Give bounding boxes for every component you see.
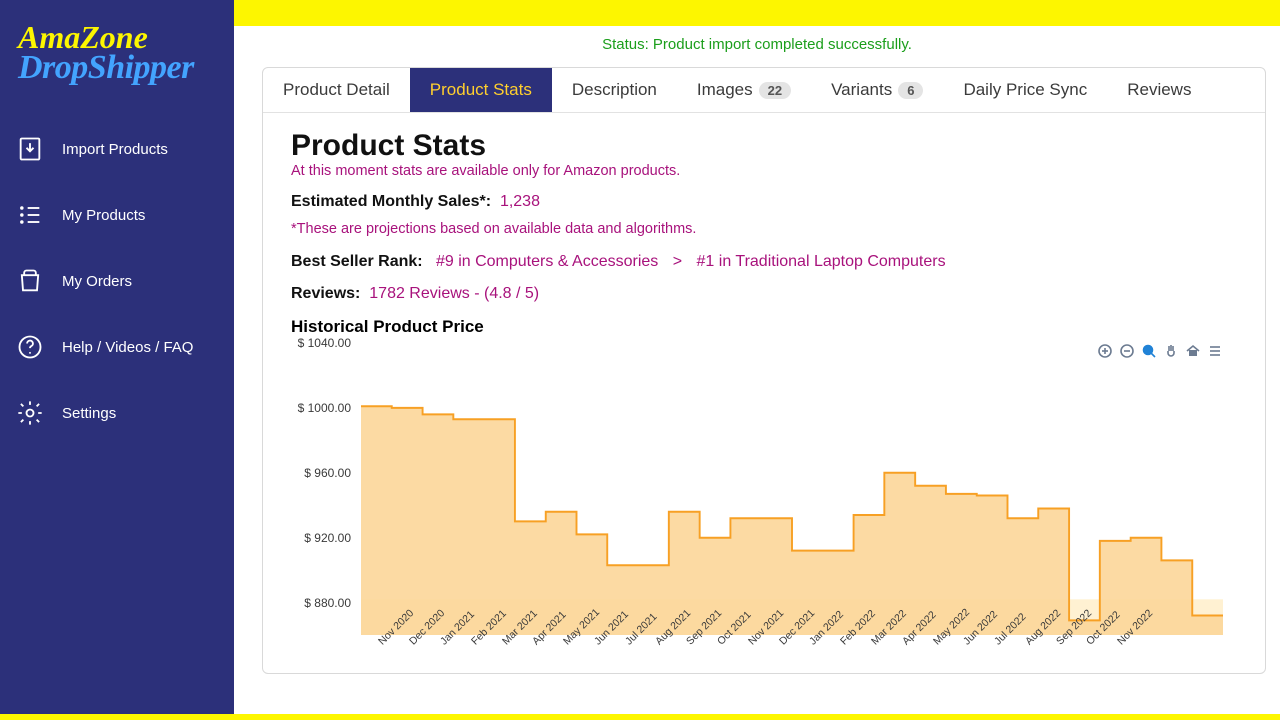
sidebar-item-products[interactable]: My Products <box>0 187 234 243</box>
rank-label: Best Seller Rank: <box>291 253 423 270</box>
y-tick-label: $ 960.00 <box>304 466 351 480</box>
settings-icon <box>16 399 44 427</box>
sidebar: AmaZone DropShipper Import Products My Pr… <box>0 0 234 714</box>
monthly-sales-footnote: *These are projections based on availabl… <box>291 221 1237 237</box>
tab-description[interactable]: Description <box>552 68 677 112</box>
status-message: Status: Product import completed success… <box>234 26 1280 67</box>
tab-label: Variants <box>831 80 892 100</box>
tab-card: Product Detail Product Stats Description Im… <box>262 67 1266 674</box>
stats-note: At this moment stats are available only … <box>291 163 1237 179</box>
tab-bar: Product Detail Product Stats Description Im… <box>263 68 1265 113</box>
products-icon <box>16 201 44 229</box>
sidebar-item-label: My Orders <box>62 273 132 290</box>
chart-title: Historical Product Price <box>291 317 1237 337</box>
rank-link-1[interactable]: #1 in Traditional Laptop Computers <box>697 253 946 270</box>
x-axis-labels: Nov 2020Dec 2020Jan 2021Feb 2021Mar 2021… <box>361 639 1223 674</box>
tab-product-detail[interactable]: Product Detail <box>263 68 410 112</box>
sidebar-item-label: My Products <box>62 207 145 224</box>
sidebar-nav: Import Products My Products My Orders Help … <box>0 121 234 441</box>
logo-line1: AmaZone <box>18 28 216 47</box>
sidebar-item-label: Import Products <box>62 141 168 158</box>
tab-images[interactable]: Images 22 <box>677 68 811 112</box>
tab-label: Reviews <box>1127 80 1191 100</box>
tab-product-stats[interactable]: Product Stats <box>410 68 552 112</box>
rank-row: Best Seller Rank: #9 in Computers & Acce… <box>291 253 1237 271</box>
help-icon <box>16 333 44 361</box>
y-tick-label: $ 1000.00 <box>298 401 351 415</box>
y-tick-label: $ 880.00 <box>304 596 351 610</box>
tab-badge: 22 <box>759 82 791 99</box>
main: Status: Product import completed success… <box>234 26 1280 714</box>
rank-link-0[interactable]: #9 in Computers & Accessories <box>436 253 658 270</box>
sidebar-item-label: Help / Videos / FAQ <box>62 339 193 356</box>
monthly-sales-value: 1,238 <box>500 193 540 210</box>
rank-sep: > <box>673 253 682 270</box>
y-tick-label: $ 1040.00 <box>298 336 351 350</box>
reviews-label: Reviews: <box>291 285 360 302</box>
monthly-sales-row: Estimated Monthly Sales*: 1,238 <box>291 193 1237 211</box>
logo-line2: DropShipper <box>18 49 216 87</box>
sidebar-item-settings[interactable]: Settings <box>0 385 234 441</box>
tab-badge: 6 <box>898 82 923 99</box>
panel-product-stats: Product Stats At this moment stats are a… <box>263 113 1265 673</box>
sidebar-item-label: Settings <box>62 405 116 422</box>
tab-label: Images <box>697 80 753 100</box>
app-logo: AmaZone DropShipper <box>0 26 234 109</box>
price-chart: $ 1040.00$ 1000.00$ 960.00$ 920.00$ 880.… <box>291 343 1237 673</box>
tab-variants[interactable]: Variants 6 <box>811 68 943 112</box>
y-axis-labels: $ 1040.00$ 1000.00$ 960.00$ 920.00$ 880.… <box>291 343 357 635</box>
chart-plot[interactable] <box>361 343 1223 635</box>
sidebar-item-help[interactable]: Help / Videos / FAQ <box>0 319 234 375</box>
orders-icon <box>16 267 44 295</box>
bottom-yellow-bar <box>0 714 1280 720</box>
tab-label: Product Detail <box>283 80 390 100</box>
monthly-sales-label: Estimated Monthly Sales*: <box>291 193 491 210</box>
sidebar-item-import[interactable]: Import Products <box>0 121 234 177</box>
reviews-row: Reviews: 1782 Reviews - (4.8 / 5) <box>291 285 1237 303</box>
page-title: Product Stats <box>291 129 1237 163</box>
chart-wrap: $ 1040.00$ 1000.00$ 960.00$ 920.00$ 880.… <box>291 343 1237 673</box>
tab-label: Daily Price Sync <box>963 80 1087 100</box>
tab-daily-price-sync[interactable]: Daily Price Sync <box>943 68 1107 112</box>
tab-label: Description <box>572 80 657 100</box>
tab-label: Product Stats <box>430 80 532 100</box>
sidebar-item-orders[interactable]: My Orders <box>0 253 234 309</box>
y-tick-label: $ 920.00 <box>304 531 351 545</box>
reviews-value: 1782 Reviews - (4.8 / 5) <box>369 285 539 302</box>
tab-reviews[interactable]: Reviews <box>1107 68 1211 112</box>
import-icon <box>16 135 44 163</box>
